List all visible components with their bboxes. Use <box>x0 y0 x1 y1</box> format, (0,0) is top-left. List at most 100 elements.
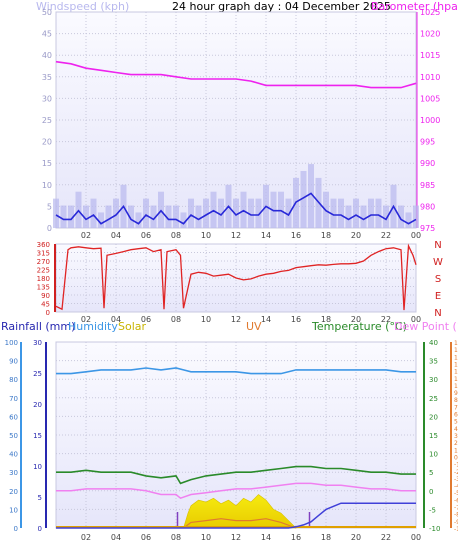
baro-tick-label: 1010 <box>420 73 440 82</box>
humidity-tick-label: 70 <box>9 395 18 403</box>
gust-bar <box>308 164 314 228</box>
wind-tick-label: 10 <box>42 181 52 190</box>
gust-bar <box>60 205 67 228</box>
humidity-tick-label: 0 <box>14 525 18 533</box>
temp-x-tick-label: 00 <box>411 533 421 542</box>
gust-bar <box>113 198 119 228</box>
compass-label: N <box>434 240 441 251</box>
rain-label: Rainfall (mm) <box>1 320 76 333</box>
direction-tick-label: 315 <box>37 250 50 258</box>
baro-tick-label: 980 <box>420 202 435 211</box>
wind-x-tick-label: 16 <box>291 231 301 240</box>
temperature-label: Temperature (°C) <box>312 320 407 333</box>
temp-x-tick-label: 12 <box>231 533 241 542</box>
gust-bar <box>188 198 194 228</box>
temp-tick-label: 30 <box>429 376 438 384</box>
direction-x-tick-label: 16 <box>291 315 301 324</box>
humidity-tick-label: 40 <box>9 451 18 459</box>
baro-tick-label: 995 <box>420 138 435 147</box>
gust-bar <box>278 191 284 228</box>
temp-x-tick-label: 04 <box>111 533 121 542</box>
humidity-tick-label: 30 <box>9 469 18 477</box>
temp-tick-label: 35 <box>429 358 438 366</box>
gust-bar <box>218 198 224 228</box>
gust-bar <box>413 205 419 228</box>
direction-tick-label: 45 <box>41 301 50 309</box>
dewpoint-label: Dew Point (°C) <box>394 320 458 333</box>
direction-x-tick-label: 08 <box>171 315 181 324</box>
dew-tick-label: 5 <box>454 419 458 426</box>
gust-bar <box>90 198 97 228</box>
direction-x-tick-label: 20 <box>351 315 361 324</box>
gust-bar <box>345 205 352 228</box>
wind-tick-label: 0 <box>47 224 52 233</box>
dew-tick-label: 1 <box>454 447 458 454</box>
wind-x-tick-label: 22 <box>381 231 391 240</box>
dew-tick-label: 13 <box>454 361 458 368</box>
direction-x-tick-label: 00 <box>411 315 421 324</box>
wind-tick-label: 35 <box>42 73 52 82</box>
windspeed-line <box>55 192 417 225</box>
wind-x-tick-label: 14 <box>261 231 271 240</box>
rain-tick-label: 10 <box>33 463 42 471</box>
humidity-tick-label: 10 <box>9 506 18 514</box>
dew-tick-label: 3 <box>454 433 458 440</box>
rain-tick-label: 0 <box>38 525 42 533</box>
baro-axis-label: Barometer (hpa) <box>371 0 458 13</box>
temp-x-tick-label: 06 <box>141 533 151 542</box>
compass-label: W <box>433 257 443 268</box>
gust-bar <box>300 170 307 228</box>
rain-tick-label: 25 <box>33 370 42 378</box>
direction-tick-label: 180 <box>37 275 50 283</box>
wind-x-tick-label: 02 <box>81 231 91 240</box>
gust-bar <box>105 205 112 228</box>
temp-x-tick-label: 08 <box>171 533 181 542</box>
wind-x-tick-label: 12 <box>231 231 241 240</box>
dew-tick-label: 6 <box>454 412 458 419</box>
wind-tick-label: 25 <box>42 116 52 125</box>
direction-tick-label: 225 <box>37 267 50 275</box>
wind-tick-label: 40 <box>42 51 52 60</box>
dew-tick-label: 2 <box>454 440 458 447</box>
rainfall-line <box>56 502 416 529</box>
dew-tick-label: -6 <box>454 497 458 504</box>
baro-tick-label: 1020 <box>420 30 440 39</box>
humidity-tick-label: 100 <box>5 339 18 347</box>
temperature-line <box>56 465 416 485</box>
direction-tick-label: 90 <box>41 292 50 300</box>
gust-bar <box>203 198 209 228</box>
temp-x-tick-label: 18 <box>321 533 331 542</box>
gust-bar <box>248 198 254 228</box>
dewpoint-line <box>56 482 416 500</box>
direction-x-tick-label: 18 <box>321 315 331 324</box>
gust-bar <box>128 205 134 228</box>
dew-tick-label: -4 <box>454 483 458 490</box>
humidity-line <box>56 367 416 375</box>
temp-tick-label: -10 <box>429 525 440 533</box>
temp-tick-label: 15 <box>429 432 438 440</box>
dew-tick-label: -1 <box>454 462 458 469</box>
temp-x-tick-label: 20 <box>351 533 361 542</box>
dew-tick-label: -5 <box>454 490 458 497</box>
gust-bar <box>255 198 262 228</box>
dew-tick-label: -10 <box>454 526 458 533</box>
gust-bar <box>360 205 367 228</box>
compass-label: S <box>435 274 441 285</box>
temp-tick-label: 40 <box>429 339 438 347</box>
wind-tick-label: 30 <box>42 94 52 103</box>
direction-tick-label: 0 <box>46 309 50 317</box>
wind-x-tick-label: 06 <box>141 231 151 240</box>
uv-label: UV <box>246 320 262 333</box>
gust-bar <box>135 212 142 228</box>
temp-x-tick-label: 10 <box>201 533 211 542</box>
wind-x-tick-label: 20 <box>351 231 361 240</box>
temp-tick-label: 5 <box>429 469 433 477</box>
dew-tick-label: 16 <box>454 340 458 347</box>
solar-label: Solar <box>118 320 147 333</box>
dew-tick-label: 4 <box>454 426 458 433</box>
dew-tick-label: 11 <box>454 376 458 383</box>
baro-tick-label: 975 <box>420 224 435 233</box>
uv-line <box>183 518 297 529</box>
temp-tick-label: -5 <box>429 506 436 514</box>
